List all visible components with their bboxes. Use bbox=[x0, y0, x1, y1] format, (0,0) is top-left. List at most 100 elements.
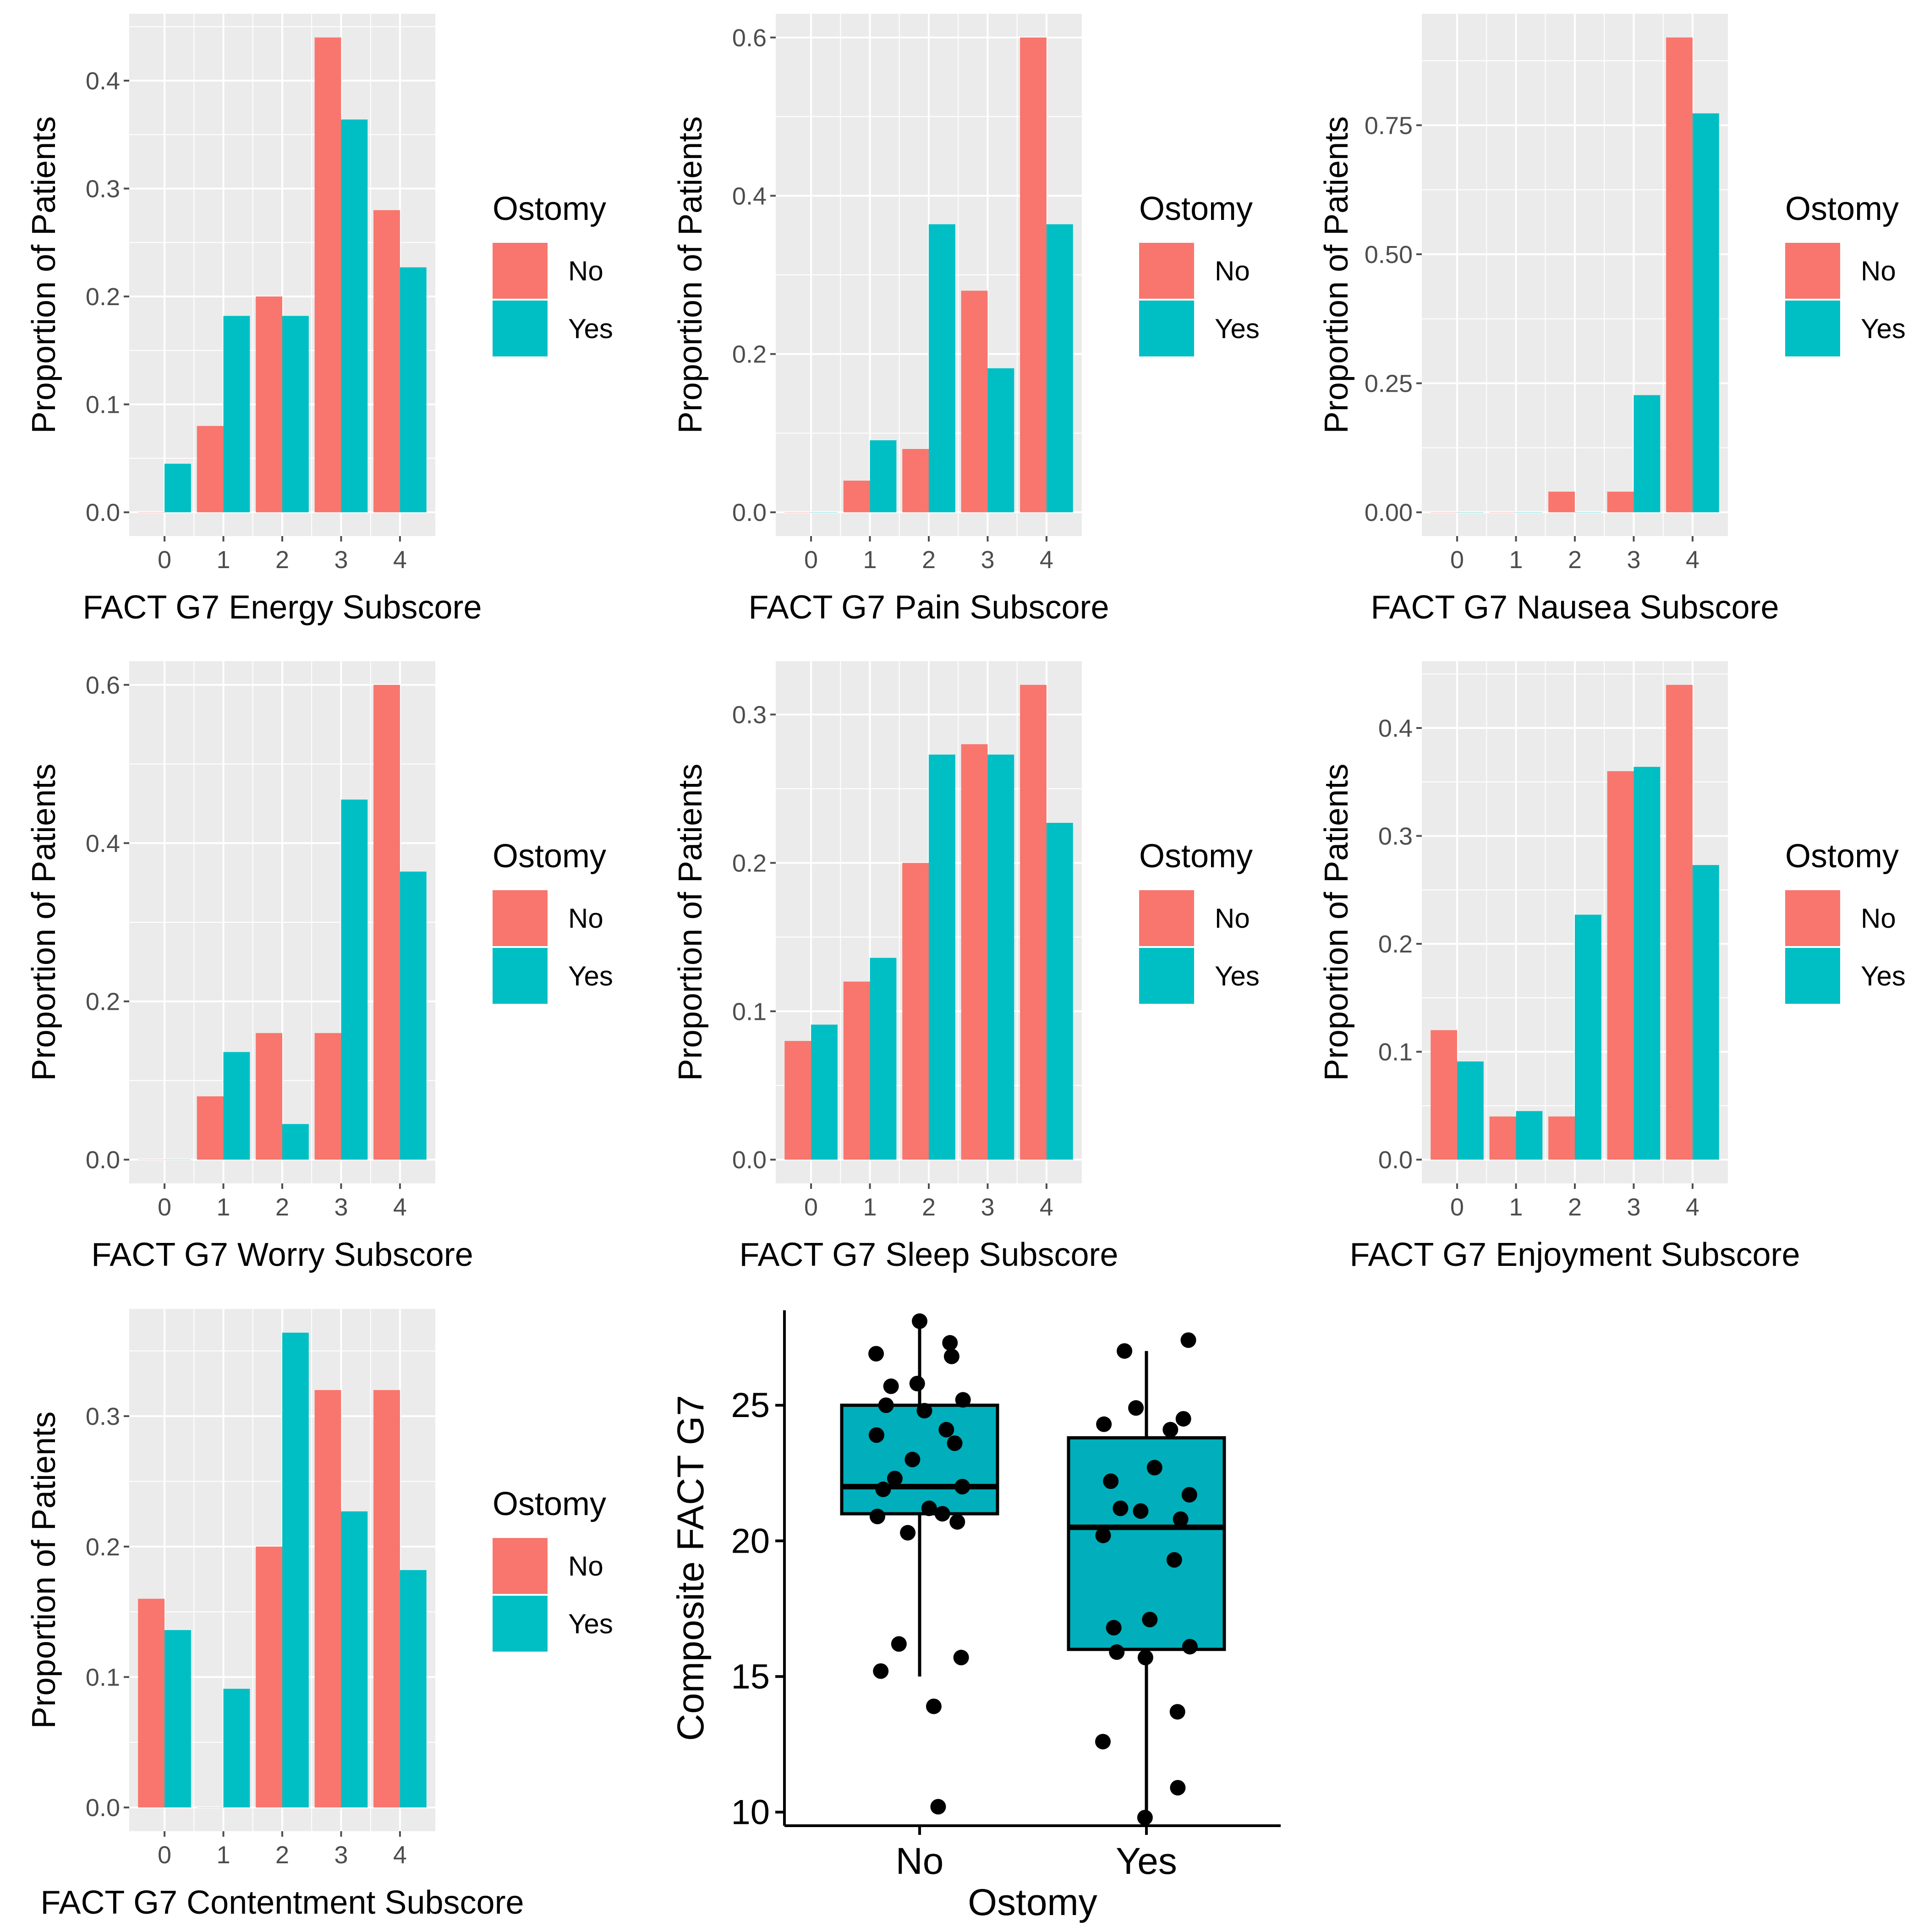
bar-chart-energy: 0.0 0.1 0.2 0.3 0.4 0 1 2 3 4 FACT G7 Energy Subsc… bbox=[26, 14, 613, 626]
legend-label-yes: Yes bbox=[1861, 961, 1906, 991]
legend-key-no bbox=[493, 890, 548, 946]
x-tick-label: 3 bbox=[334, 546, 348, 574]
bar-yes-2 bbox=[1575, 914, 1601, 1160]
data-point-yes bbox=[1162, 1422, 1179, 1438]
bar-yes-4 bbox=[400, 1570, 427, 1808]
bar-no-2 bbox=[256, 1033, 282, 1160]
data-point-no bbox=[916, 1403, 932, 1419]
legend-title: Ostomy bbox=[1139, 838, 1253, 875]
bar-no-4 bbox=[1666, 37, 1693, 513]
x-tick-label: 1 bbox=[863, 546, 877, 574]
y-tick-label: 0.6 bbox=[732, 24, 767, 52]
bar-yes-4 bbox=[400, 267, 427, 513]
x-tick-label: 2 bbox=[275, 1841, 289, 1869]
bar-yes-2 bbox=[929, 224, 955, 513]
bar-yes-2 bbox=[282, 1124, 309, 1160]
bar-yes-4 bbox=[1692, 113, 1719, 513]
y-tick-label: 0.3 bbox=[1378, 823, 1413, 850]
y-axis-title: Proportion of Patients bbox=[672, 764, 709, 1081]
x-axis-title: FACT G7 Sleep Subscore bbox=[739, 1237, 1118, 1273]
x-tick-label: No bbox=[896, 1840, 944, 1882]
data-point-no bbox=[947, 1435, 963, 1451]
bar-yes-3 bbox=[341, 1511, 368, 1808]
legend-key-no bbox=[493, 1538, 548, 1594]
data-point-no bbox=[875, 1481, 891, 1497]
legend-title: Ostomy bbox=[493, 191, 606, 227]
y-tick-label: 10 bbox=[731, 1793, 770, 1832]
legend-key-yes bbox=[493, 301, 548, 356]
data-point-no bbox=[904, 1451, 921, 1467]
data-point-no bbox=[869, 1509, 885, 1524]
data-point-yes bbox=[1170, 1780, 1186, 1796]
data-point-yes bbox=[1095, 1527, 1111, 1543]
y-tick-label: 0.25 bbox=[1365, 370, 1413, 398]
data-point-no bbox=[912, 1313, 927, 1329]
x-tick-label: 4 bbox=[1040, 1193, 1053, 1221]
x-axis-title: FACT G7 Enjoyment Subscore bbox=[1349, 1237, 1800, 1273]
x-tick-label: 3 bbox=[334, 1841, 348, 1869]
x-tick-label: 2 bbox=[275, 1193, 289, 1221]
bar-yes-3 bbox=[1633, 395, 1661, 513]
bar-yes-0 bbox=[811, 1024, 838, 1160]
legend-label-no: No bbox=[568, 256, 603, 286]
data-point-yes bbox=[1182, 1639, 1198, 1655]
bar-chart-sleep: 0.0 0.1 0.2 0.3 0 1 2 3 4 FACT G7 Sleep Subscore P… bbox=[672, 661, 1260, 1273]
legend-label-no: No bbox=[1861, 903, 1896, 934]
data-point-yes bbox=[1142, 1612, 1158, 1627]
bar-no-1 bbox=[1489, 1116, 1516, 1160]
bar-yes-4 bbox=[1046, 224, 1073, 513]
y-tick-label: 0.0 bbox=[86, 1146, 120, 1174]
bar-no-0 bbox=[1431, 512, 1458, 513]
bar-yes-1 bbox=[870, 958, 897, 1160]
legend-label-yes: Yes bbox=[568, 1609, 613, 1639]
y-tick-label: 0.0 bbox=[86, 1794, 120, 1822]
x-tick-label: 4 bbox=[393, 1193, 407, 1221]
bar-no-0 bbox=[1431, 1030, 1458, 1160]
y-tick-label: 0.2 bbox=[1378, 930, 1413, 958]
data-point-yes bbox=[1117, 1343, 1133, 1359]
bar-no-1 bbox=[197, 1096, 224, 1160]
data-point-no bbox=[887, 1471, 903, 1487]
bar-no-1 bbox=[197, 1807, 224, 1808]
legend-key-yes bbox=[493, 1596, 548, 1652]
data-point-no bbox=[878, 1397, 894, 1413]
bar-no-3 bbox=[1607, 492, 1634, 513]
bar-no-1 bbox=[843, 481, 870, 513]
legend-label-yes: Yes bbox=[568, 313, 613, 344]
bar-yes-4 bbox=[1046, 823, 1073, 1160]
y-axis-title: Proportion of Patients bbox=[26, 116, 62, 433]
bar-yes-1 bbox=[1516, 512, 1543, 513]
box-chart-composite: 10 15 20 25 No Yes Ostomy Composite FACT G7 bbox=[670, 1310, 1281, 1923]
data-point-yes bbox=[1096, 1416, 1112, 1432]
legend-key-no bbox=[493, 243, 548, 299]
y-tick-label: 0.4 bbox=[86, 67, 120, 95]
y-axis-title: Proportion of Patients bbox=[672, 116, 709, 433]
bar-no-0 bbox=[784, 512, 811, 513]
bar-yes-2 bbox=[282, 1332, 309, 1808]
x-tick-label: 0 bbox=[804, 1193, 818, 1221]
legend-label-no: No bbox=[568, 1551, 603, 1582]
data-point-yes bbox=[1137, 1649, 1153, 1665]
x-tick-label: 4 bbox=[1040, 546, 1053, 574]
bar-no-4 bbox=[373, 684, 400, 1160]
data-point-yes bbox=[1109, 1644, 1125, 1660]
bar-yes-3 bbox=[341, 799, 368, 1160]
x-tick-label: 3 bbox=[981, 1193, 994, 1221]
x-tick-label: 0 bbox=[158, 1841, 171, 1869]
data-point-yes bbox=[1095, 1734, 1111, 1750]
y-axis-title: Proportion of Patients bbox=[1318, 116, 1355, 433]
bar-chart-worry: 0.0 0.2 0.4 0.6 0 1 2 3 4 FACT G7 Worry Subscore P… bbox=[26, 661, 613, 1273]
x-tick-label: 1 bbox=[1509, 546, 1523, 574]
y-tick-label: 0.1 bbox=[732, 998, 767, 1025]
x-tick-label: 3 bbox=[1627, 546, 1640, 574]
x-axis-title: FACT G7 Nausea Subscore bbox=[1370, 589, 1779, 626]
legend-key-yes bbox=[1139, 948, 1194, 1004]
legend-key-no bbox=[1785, 243, 1840, 299]
x-axis-title: FACT G7 Contentment Subscore bbox=[40, 1884, 524, 1921]
y-tick-label: 0.4 bbox=[1378, 715, 1413, 742]
x-tick-label: 1 bbox=[217, 546, 230, 574]
bar-no-4 bbox=[1666, 684, 1693, 1160]
y-tick-label: 0.0 bbox=[732, 499, 767, 526]
y-tick-label: 25 bbox=[731, 1386, 770, 1425]
